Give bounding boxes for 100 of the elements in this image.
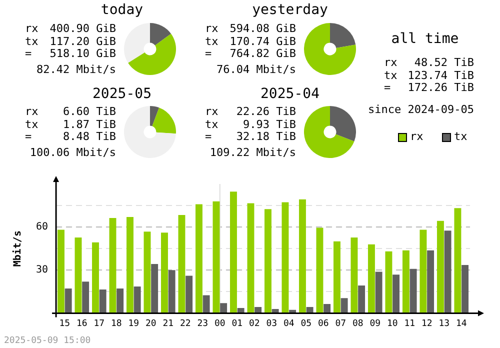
text: 123.74 TiB xyxy=(408,68,474,82)
x-tick-label: 15 xyxy=(59,318,70,329)
text: = xyxy=(205,130,212,143)
bar xyxy=(375,272,382,313)
legend-label: tx xyxy=(454,130,468,143)
chart-title: today xyxy=(100,2,144,18)
text: 82.42 Mbit/s xyxy=(36,62,116,76)
x-tick-label: 19 xyxy=(128,318,140,329)
bar xyxy=(186,276,193,313)
bar xyxy=(289,310,296,313)
bar xyxy=(109,218,116,313)
bar xyxy=(92,242,99,313)
text: 400.90 GiB xyxy=(50,22,116,35)
chart-title: 2025-04 xyxy=(260,86,320,102)
legend-label: rx xyxy=(410,130,424,143)
text: 6.60 TiB xyxy=(63,105,116,118)
text: tx xyxy=(25,118,38,130)
bar xyxy=(402,250,410,313)
bar xyxy=(230,192,237,313)
text: 22.26 TiB xyxy=(236,105,296,118)
text: = xyxy=(25,130,32,143)
bar xyxy=(420,230,427,313)
x-tick-label: 12 xyxy=(421,318,432,329)
bar xyxy=(254,307,262,313)
x-tick-label: 18 xyxy=(110,318,122,329)
text: 76.04 Mbit/s xyxy=(216,62,296,76)
bar xyxy=(134,286,141,313)
bar xyxy=(272,309,279,313)
bar xyxy=(64,288,72,313)
x-tick-label: 13 xyxy=(438,318,450,329)
bar xyxy=(385,251,392,313)
x-tick-label: 14 xyxy=(456,318,467,329)
text: 32.18 TiB xyxy=(236,130,296,143)
x-tick-label: 21 xyxy=(162,318,174,329)
text: rx xyxy=(25,105,38,118)
text: rx xyxy=(205,105,218,118)
text: 109.22 Mbit/s xyxy=(210,146,296,158)
x-tick-label: 05 xyxy=(300,318,312,329)
x-tick-label: 16 xyxy=(76,318,88,329)
chart-title: 2025-05 xyxy=(92,86,152,102)
x-tick-label: 09 xyxy=(370,318,381,329)
bar xyxy=(220,303,228,313)
bar xyxy=(58,230,64,313)
text: tx xyxy=(25,34,38,48)
bar xyxy=(178,215,186,313)
text: tx xyxy=(205,34,218,48)
bar xyxy=(392,274,400,313)
bar xyxy=(462,264,469,313)
text: since 2024-09-05 xyxy=(368,102,474,116)
bar xyxy=(126,217,134,313)
x-tick-label: 04 xyxy=(283,318,294,329)
text: 2025-05-09 15:00 xyxy=(4,336,91,346)
x-tick-label: 20 xyxy=(145,318,156,329)
x-tick-label: 01 xyxy=(232,318,243,329)
bar xyxy=(316,228,324,313)
text: 9.93 TiB xyxy=(243,118,296,130)
x-tick-label: 23 xyxy=(197,318,208,329)
bar xyxy=(144,232,151,313)
bar xyxy=(306,307,314,313)
x-tick-label: 07 xyxy=(335,318,346,329)
bar xyxy=(358,285,366,313)
text: 8.48 TiB xyxy=(63,130,116,143)
x-tick-label: 17 xyxy=(94,318,105,329)
bar xyxy=(74,238,82,313)
bar xyxy=(324,304,331,313)
text: 170.74 GiB xyxy=(230,34,296,48)
text: = xyxy=(25,47,32,60)
text: rx xyxy=(205,22,218,35)
bar xyxy=(202,295,210,313)
text: 117.20 GiB xyxy=(50,34,116,48)
x-tick-label: 11 xyxy=(404,318,416,329)
text: = xyxy=(384,81,391,94)
y-tick-label: 60 xyxy=(36,222,48,233)
text: = xyxy=(205,47,212,60)
y-tick-label: 30 xyxy=(36,264,48,276)
x-tick-label: 06 xyxy=(318,318,329,329)
chart-title: yesterday xyxy=(252,2,328,18)
text: rx xyxy=(25,22,38,35)
text: 172.26 TiB xyxy=(408,81,474,94)
bar xyxy=(212,201,220,313)
text: 764.82 GiB xyxy=(230,47,296,60)
x-tick-label: 10 xyxy=(386,318,398,329)
bar xyxy=(237,308,244,313)
text: tx xyxy=(205,118,218,130)
bar xyxy=(368,244,375,313)
bar xyxy=(161,232,168,313)
bar xyxy=(454,208,462,313)
text: 48.52 TiB xyxy=(414,56,474,69)
bar xyxy=(436,220,444,313)
bar xyxy=(298,199,306,313)
bar xyxy=(340,298,348,313)
text: 518.10 GiB xyxy=(50,47,116,60)
bar xyxy=(99,290,106,313)
bar xyxy=(427,250,434,313)
text: tx xyxy=(384,68,398,82)
x-tick-label: 00 xyxy=(214,318,226,329)
bar xyxy=(350,238,358,313)
bar xyxy=(151,264,158,313)
bar xyxy=(116,288,124,313)
bar xyxy=(264,209,272,313)
